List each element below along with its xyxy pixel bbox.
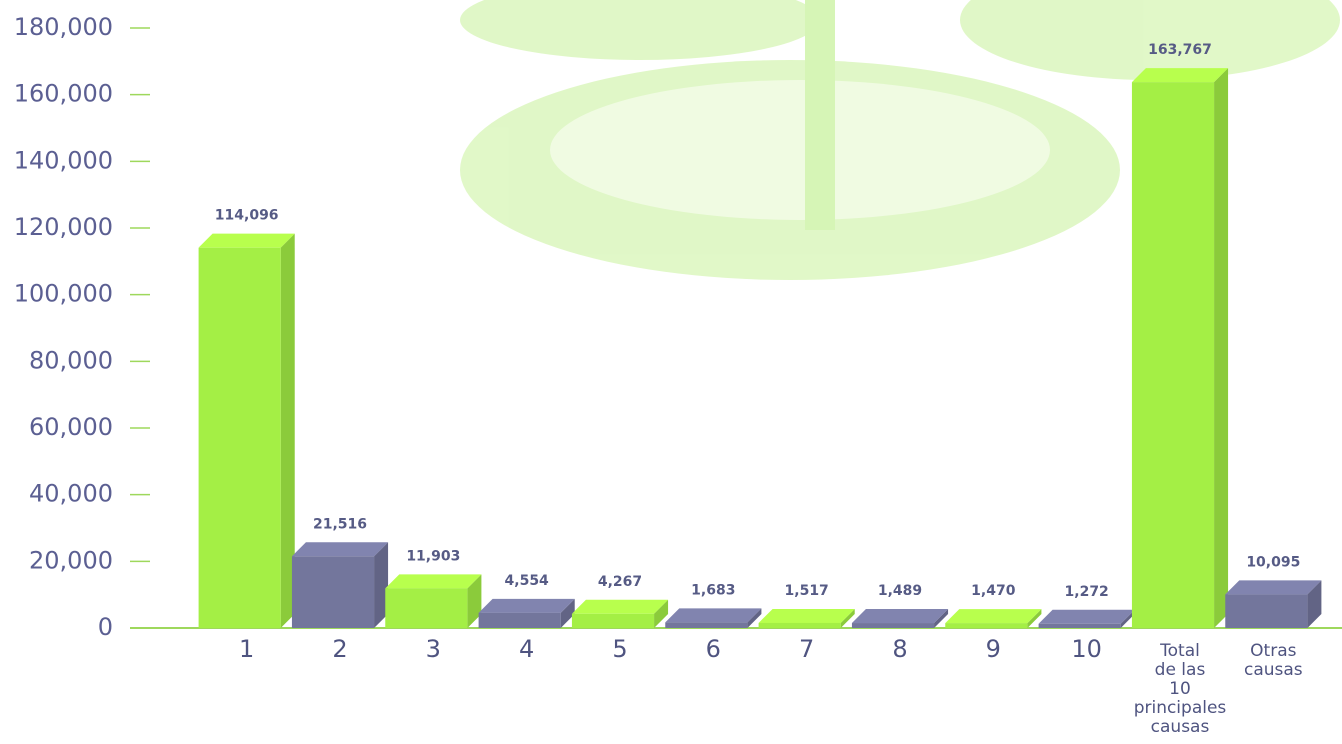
bar-side <box>840 608 855 628</box>
value-label: 4,554 <box>505 573 550 589</box>
value-label: 1,489 <box>878 583 922 599</box>
y-tick-label: 100,000 <box>14 280 113 308</box>
value-label: 114,096 <box>215 208 279 224</box>
bar <box>851 623 935 628</box>
bar <box>1131 82 1215 629</box>
x-tick-label: 4 <box>519 635 535 663</box>
bar-side <box>1214 68 1229 629</box>
value-label: 1,683 <box>691 582 735 598</box>
bar <box>198 247 281 628</box>
bar-top <box>385 574 482 589</box>
value-label: 21,516 <box>313 516 367 532</box>
bar <box>1038 623 1121 628</box>
bar-top <box>945 609 1042 624</box>
bar <box>385 588 468 628</box>
x-tick-label: 10 <box>1071 635 1102 663</box>
bar <box>945 623 1028 628</box>
decoration <box>460 0 820 60</box>
x-tick-label: 7 <box>799 635 815 663</box>
bar <box>758 622 841 628</box>
bar-top <box>291 542 389 557</box>
background-art <box>460 0 1340 280</box>
bar-side <box>934 609 949 628</box>
bar-top <box>478 598 575 613</box>
bar-side <box>280 233 295 628</box>
value-label: 1,470 <box>971 583 1016 599</box>
value-label: 4,267 <box>598 574 642 590</box>
bar-top <box>1225 580 1322 595</box>
value-label: 11,903 <box>406 548 460 564</box>
x-tick-label: 9 <box>985 635 1001 663</box>
y-tick-label: 60,000 <box>29 413 113 441</box>
bar-side <box>467 574 482 628</box>
bar-top <box>851 609 949 624</box>
bar <box>665 622 748 628</box>
decoration <box>805 0 835 230</box>
x-tick-label: Total de las 10 principales causas <box>1133 641 1227 737</box>
y-tick-label: 20,000 <box>29 546 113 574</box>
bar-side <box>374 542 389 628</box>
value-label: 1,272 <box>1065 584 1109 600</box>
x-tick-label: 6 <box>705 635 721 663</box>
x-tick-label: 3 <box>425 635 441 663</box>
bar <box>291 556 375 628</box>
bar-top <box>198 233 295 248</box>
bar-side <box>1120 609 1135 628</box>
bar-top <box>571 599 669 614</box>
y-tick-label: 160,000 <box>14 80 113 108</box>
bar <box>1225 594 1308 628</box>
bar <box>478 612 561 628</box>
y-tick-label: 0 <box>98 613 113 641</box>
x-tick-label: 5 <box>612 635 628 663</box>
x-tick-label: 2 <box>332 635 348 663</box>
value-label: 1,517 <box>785 583 829 599</box>
decoration <box>960 0 1340 80</box>
x-tick-label: 1 <box>239 635 255 663</box>
bar-side <box>654 599 669 628</box>
bar-side <box>1027 609 1042 628</box>
bar-side <box>747 608 762 628</box>
y-tick-label: 140,000 <box>14 146 113 174</box>
bar-top <box>665 608 762 623</box>
bar <box>571 613 655 628</box>
x-tick-label: 8 <box>892 635 908 663</box>
decoration <box>550 80 1050 220</box>
y-tick-label: 120,000 <box>14 213 113 241</box>
y-tick-label: 40,000 <box>29 480 113 508</box>
bar-side <box>560 598 575 628</box>
value-label: 163,767 <box>1148 42 1212 58</box>
y-tick-label: 80,000 <box>29 346 113 374</box>
x-tick-label: Otras causas <box>1243 641 1303 680</box>
bar-top <box>1131 68 1229 83</box>
value-label: 10,095 <box>1246 554 1300 570</box>
bar-side <box>1307 580 1322 628</box>
bar-top <box>1038 609 1135 624</box>
y-tick-label: 180,000 <box>14 13 113 41</box>
bar-top <box>758 608 855 623</box>
